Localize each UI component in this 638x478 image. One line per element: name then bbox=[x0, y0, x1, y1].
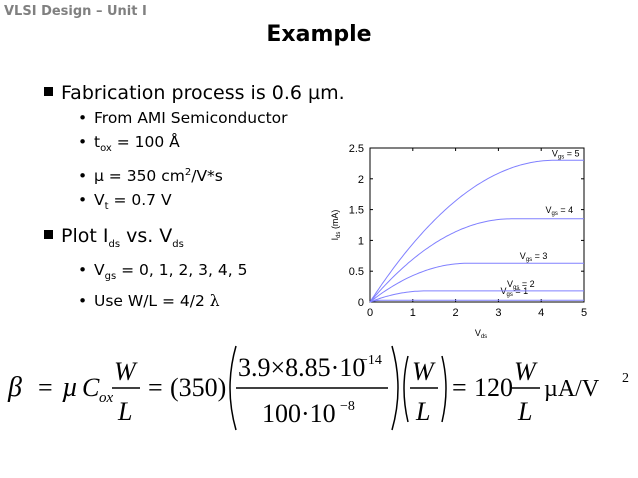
x-tick-label: 5 bbox=[581, 307, 587, 319]
series-label-vgs-5: Vgs = 5 bbox=[552, 148, 580, 160]
x-axis-label: Vds bbox=[475, 328, 487, 340]
bullet-fabrication: Fabrication process is 0.6 µm. bbox=[44, 80, 345, 106]
beta-formula: β = µ C ox W L = (350) 3.9×8.85·10 −14 1… bbox=[7, 345, 629, 431]
sub-bullet-tox: • tox = 100 Å bbox=[78, 130, 345, 161]
sub-bullet-vt: • Vt = 0.7 V bbox=[78, 188, 345, 219]
plot-frame bbox=[369, 147, 585, 303]
series-label-vgs-4: Vgs = 4 bbox=[546, 205, 574, 217]
sub-bullet-wl: • Use W/L = 4/2 λ bbox=[78, 289, 345, 313]
y-tick-label: 1 bbox=[358, 235, 364, 247]
beta-symbol: β bbox=[7, 372, 22, 403]
value-350: (350) bbox=[170, 373, 226, 402]
dot-bullet-icon: • bbox=[78, 191, 88, 210]
unit-exponent: 2 bbox=[622, 371, 629, 386]
bullet-plot: Plot Ids vs. Vds bbox=[44, 223, 345, 258]
sub-bullet-mobility: • µ = 350 cm2/V*s bbox=[78, 161, 345, 188]
mu-symbol: µ bbox=[62, 372, 78, 403]
dot-bullet-icon: • bbox=[78, 133, 88, 151]
dot-bullet-icon: • bbox=[78, 109, 88, 127]
series-line-vgs-3 bbox=[369, 262, 584, 303]
x-tick-label: 2 bbox=[453, 307, 459, 319]
square-bullet-icon bbox=[44, 230, 53, 240]
series-label-vgs-2: Vgs = 2 bbox=[507, 279, 535, 291]
equals-sign-3: = bbox=[452, 373, 467, 402]
denominator-exponent: −8 bbox=[340, 399, 355, 414]
slide-title: Example bbox=[266, 22, 372, 47]
x-tick-label: 1 bbox=[410, 307, 416, 319]
y-tick-label: 2 bbox=[358, 174, 364, 186]
l-denominator-2: L bbox=[415, 397, 430, 426]
numerator-exponent: −14 bbox=[360, 353, 382, 368]
fraction-denominator: 100·10 bbox=[262, 399, 336, 428]
unit-label: µA/V bbox=[544, 376, 600, 402]
sub-bullet-vendor: • From AMI Semiconductor bbox=[78, 106, 345, 130]
value-120: 120 bbox=[474, 373, 513, 402]
y-tick-label: 1.5 bbox=[349, 205, 364, 217]
y-tick-label: 0.5 bbox=[349, 266, 364, 278]
w-numerator-2: W bbox=[412, 357, 436, 386]
slide-header: VLSI Design – Unit I bbox=[4, 4, 147, 19]
y-axis-label: Ids (mA) bbox=[330, 210, 342, 241]
series-line-vgs-2 bbox=[369, 290, 584, 303]
l-denominator-3: L bbox=[517, 397, 532, 426]
y-tick-label: 2.5 bbox=[349, 143, 364, 155]
c-symbol: C bbox=[82, 373, 100, 402]
series-line-vgs-4 bbox=[369, 218, 584, 303]
x-tick-label: 4 bbox=[538, 307, 544, 319]
bullet-list: Fabrication process is 0.6 µm. • From AMI… bbox=[44, 80, 345, 313]
equals-sign: = bbox=[38, 373, 53, 402]
c-subscript: ox bbox=[99, 390, 114, 406]
series-line-vgs-5 bbox=[369, 159, 584, 303]
dot-bullet-icon: • bbox=[78, 261, 88, 280]
square-bullet-icon bbox=[44, 87, 53, 96]
fraction-numerator: 3.9×8.85·10 bbox=[238, 353, 365, 382]
w-numerator: W bbox=[114, 357, 138, 386]
x-tick-label: 3 bbox=[495, 307, 501, 319]
series-line-vgs-1 bbox=[369, 299, 584, 303]
series-label-vgs-3: Vgs = 3 bbox=[520, 251, 548, 263]
y-tick-label: 0 bbox=[358, 297, 364, 309]
x-tick-label: 0 bbox=[367, 307, 373, 319]
equals-sign-2: = bbox=[148, 373, 163, 402]
dot-bullet-icon: • bbox=[78, 167, 88, 186]
dot-bullet-icon: • bbox=[78, 292, 88, 311]
l-denominator: L bbox=[117, 397, 132, 426]
sub-bullet-vgs: • Vgs = 0, 1, 2, 3, 4, 5 bbox=[78, 258, 345, 289]
w-numerator-3: W bbox=[514, 357, 538, 386]
